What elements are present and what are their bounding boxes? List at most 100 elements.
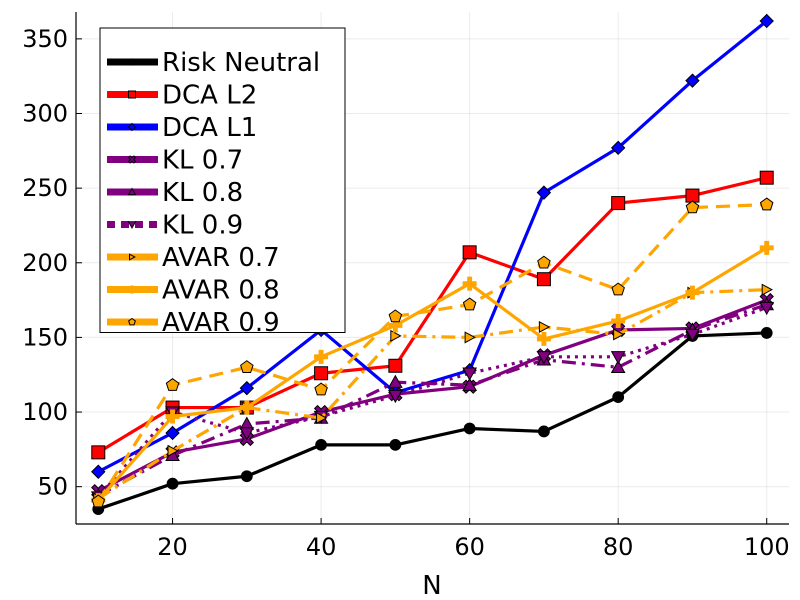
legend-label: AVAR 0.7: [162, 243, 280, 273]
data-point: [165, 425, 180, 441]
series-line: [97, 331, 767, 511]
data-point: [611, 282, 625, 296]
series-layer: [90, 13, 775, 515]
legend-marker: [127, 187, 137, 196]
data-point: [611, 313, 626, 328]
y-tick-label: 100: [22, 398, 68, 426]
data-point: [761, 283, 773, 296]
legend-label: AVAR 0.8: [162, 276, 280, 306]
series-line: [97, 298, 768, 493]
legend-marker: [128, 90, 136, 99]
data-point: [759, 197, 774, 211]
data-point: [538, 425, 550, 438]
x-tick-label: 80: [603, 533, 634, 561]
data-point: [613, 328, 625, 341]
legend-entry: KL 0.7: [107, 146, 243, 176]
legend-entry: DCA L2: [107, 81, 257, 111]
data-point: [685, 73, 700, 88]
legend-marker: [128, 58, 136, 66]
data-point: [314, 366, 329, 381]
data-point: [610, 140, 626, 156]
data-point: [462, 377, 477, 391]
data-point: [612, 391, 625, 404]
data-point: [388, 374, 403, 388]
y-tick-label: 200: [22, 249, 68, 277]
data-point: [388, 309, 403, 323]
legend-marker: [128, 317, 136, 326]
data-point: [165, 409, 180, 424]
series-line: [96, 202, 767, 503]
data-point: [91, 494, 106, 508]
y-tick-label: 300: [22, 100, 68, 128]
data-point: [536, 185, 552, 200]
axes: [75, 12, 789, 525]
data-point: [91, 464, 106, 479]
data-point: [314, 349, 329, 364]
data-point: [610, 351, 626, 365]
data-point: [464, 331, 476, 344]
legend-marker: [127, 122, 137, 132]
y-tick-label: 350: [22, 25, 68, 53]
data-point: [240, 360, 254, 374]
legend-entry: DCA L1: [107, 113, 257, 143]
y-tick-label: 150: [22, 323, 68, 351]
data-point: [685, 188, 700, 203]
legend-marker: [127, 221, 137, 230]
x-tick-label: 20: [157, 533, 188, 561]
x-tick-label: 100: [744, 533, 790, 561]
series-line: [97, 176, 768, 454]
data-point: [240, 470, 253, 483]
data-point: [389, 438, 402, 451]
data-point: [759, 13, 774, 29]
data-point: [610, 359, 626, 373]
data-point: [166, 477, 179, 490]
x-axis-title: N: [422, 571, 441, 600]
data-point: [462, 276, 477, 291]
data-point: [462, 297, 477, 311]
legend-entry: Risk Neutral: [107, 48, 320, 78]
data-point: [462, 367, 477, 381]
y-tick-label: 50: [37, 473, 68, 501]
legend-entry: AVAR 0.9: [107, 308, 280, 338]
data-point: [165, 378, 180, 391]
legend-entry: AVAR 0.7: [107, 243, 280, 273]
legend-marker: [129, 253, 136, 261]
series-line: [97, 288, 767, 500]
x-tick-label: 40: [306, 533, 337, 561]
series-line: [97, 306, 768, 499]
data-point: [685, 328, 700, 342]
legend-entry: AVAR 0.8: [107, 276, 280, 306]
legend-marker: [127, 155, 137, 164]
data-point: [462, 245, 477, 260]
data-point: [239, 400, 254, 415]
data-point: [315, 438, 327, 451]
x-tick-label: 60: [454, 533, 485, 561]
data-point: [239, 380, 255, 396]
legend-label: KL 0.7: [162, 146, 243, 176]
legend-label: DCA L1: [162, 113, 257, 143]
legend-label: AVAR 0.9: [162, 308, 280, 338]
data-point: [463, 422, 476, 435]
x-tick-labels: 20 40 60 80 100: [157, 533, 789, 561]
data-point: [538, 320, 551, 333]
y-tick-labels: 50 100 150 200 250 300 350: [22, 25, 68, 501]
series-line: [97, 303, 768, 498]
data-point: [388, 389, 403, 404]
legend-box: [99, 27, 346, 333]
legend-label: KL 0.8: [162, 178, 243, 208]
legend-label: DCA L2: [162, 81, 257, 111]
legend-label: Risk Neutral: [162, 48, 320, 78]
data-point: [759, 170, 774, 185]
data-point: [314, 382, 328, 396]
data-point: [759, 301, 775, 316]
data-point: [536, 351, 552, 365]
data-point: [759, 240, 774, 255]
data-point: [760, 327, 773, 339]
data-point: [388, 358, 403, 373]
data-point: [167, 444, 179, 457]
data-point: [91, 445, 106, 460]
legend-marker: [128, 285, 136, 294]
data-point: [536, 331, 551, 346]
